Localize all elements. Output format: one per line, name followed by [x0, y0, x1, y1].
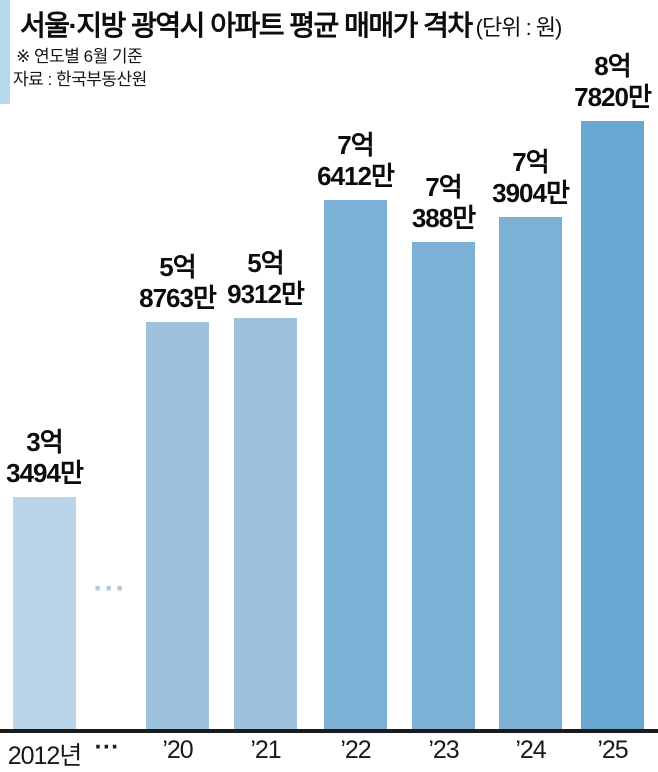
value-line-2: 3494만	[0, 458, 125, 489]
bar-2012년	[13, 497, 76, 729]
value-line-2: 9312만	[186, 279, 346, 310]
value-line-1: 7억	[276, 130, 436, 161]
timeline-gap-ellipsis: ···	[80, 572, 140, 606]
bar-’23	[412, 242, 475, 729]
bar-’24	[499, 217, 562, 729]
x-axis-label-’25: ’25	[558, 736, 658, 765]
bar-’22	[324, 200, 387, 729]
bar-’25	[581, 121, 644, 729]
value-line-1: 5억	[186, 248, 346, 279]
bar-’20	[146, 322, 209, 729]
x-axis-label-2012년: 2012년	[0, 736, 100, 772]
value-line-1: 8억	[533, 51, 658, 82]
value-line-1: 3억	[0, 427, 125, 458]
value-line-2: 7820만	[533, 82, 658, 113]
bar-’21	[234, 318, 297, 729]
